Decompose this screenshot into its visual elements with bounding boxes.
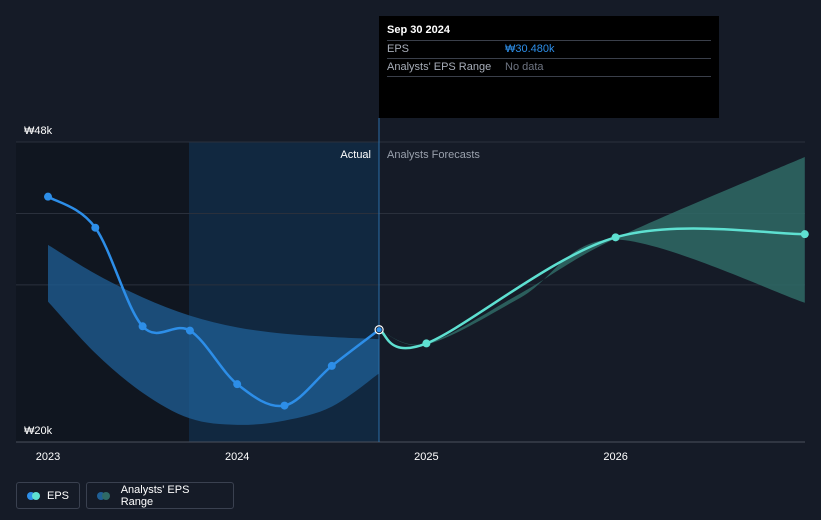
- tooltip-eps-value: ₩30.480k: [505, 43, 555, 55]
- legend-range-button[interactable]: Analysts' EPS Range: [86, 482, 234, 509]
- y-tick-label: ₩48k: [24, 125, 53, 137]
- eps-actual-point: [233, 380, 242, 389]
- x-tick-label: 2025: [414, 451, 438, 463]
- tooltip-range-label: Analysts' EPS Range: [387, 61, 492, 73]
- axis-layer: ₩48k ₩20k 2023 2024 2025 2026: [24, 125, 628, 463]
- eps-actual-point: [138, 322, 147, 331]
- eps-actual-point: [327, 361, 336, 370]
- eps-forecast-point: [422, 339, 431, 348]
- eps-line-layer: [47, 195, 805, 408]
- x-tick-label: 2023: [36, 451, 60, 463]
- tooltip-eps-label: EPS: [387, 43, 410, 55]
- eps-point-layer: [44, 192, 809, 410]
- eps-range-actual-band: [48, 244, 380, 425]
- eps-actual-point: [185, 326, 194, 335]
- tooltip-divider: [387, 76, 711, 103]
- legend-range-label: Analysts' EPS Range: [120, 483, 190, 508]
- legend-eps-button[interactable]: EPS: [16, 482, 80, 509]
- eps-actual-point: [91, 223, 100, 232]
- eps-forecast-line: [378, 227, 805, 350]
- eps-actual-line: [47, 195, 380, 408]
- tooltip-row-range: Analysts' EPS Range No data: [387, 58, 711, 76]
- actual-label: Actual: [340, 149, 371, 161]
- range-swatch-icon: [97, 491, 113, 500]
- tooltip-range-value: No data: [505, 61, 544, 73]
- tooltip: Sep 30 2024 EPS ₩30.480k Analysts' EPS R…: [379, 16, 719, 118]
- eps-selected-point-inner: [376, 327, 382, 333]
- tooltip-date: Sep 30 2024: [387, 24, 450, 36]
- eps-range-forecast-band: [379, 157, 805, 346]
- x-tick-label: 2024: [225, 451, 249, 463]
- legend-eps-label: EPS: [46, 489, 69, 502]
- y-tick-label: ₩20k: [24, 425, 53, 437]
- eps-range-layer: [48, 157, 805, 425]
- forecast-label: Analysts Forecasts: [387, 149, 480, 161]
- eps-forecast-point: [800, 230, 809, 239]
- eps-actual-point: [280, 401, 289, 410]
- eps-actual-point: [44, 192, 52, 201]
- x-tick-label: 2026: [603, 451, 627, 463]
- eps-forecast-point: [611, 233, 620, 242]
- tooltip-row-eps: EPS ₩30.480k: [387, 40, 711, 58]
- eps-swatch-icon: [27, 491, 40, 500]
